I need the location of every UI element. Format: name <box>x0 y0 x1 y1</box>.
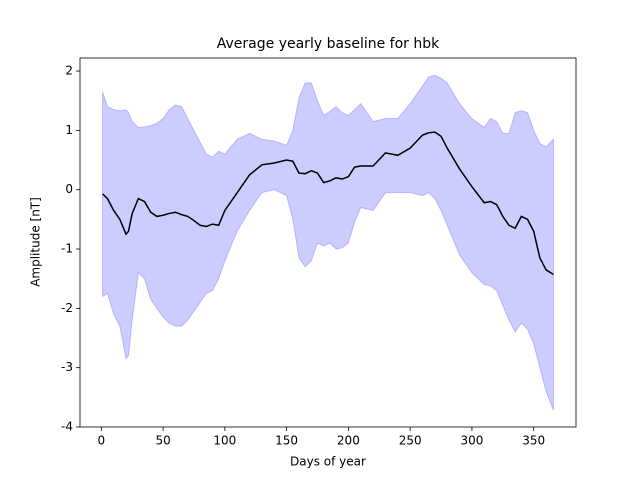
y-tick-label: 1 <box>65 123 73 137</box>
x-tick-label: 100 <box>213 434 236 448</box>
y-tick-label: -1 <box>61 242 73 256</box>
x-tick-label: 350 <box>522 434 545 448</box>
x-tick-label: 200 <box>337 434 360 448</box>
x-tick-label: 150 <box>275 434 298 448</box>
y-tick-label: -3 <box>61 360 73 374</box>
y-tick-label: -4 <box>61 420 73 434</box>
x-tick-label: 300 <box>460 434 483 448</box>
y-tick-label: -2 <box>61 301 73 315</box>
confidence-band <box>102 74 554 411</box>
y-tick-label: 0 <box>65 182 73 196</box>
x-tick-label: 50 <box>155 434 170 448</box>
x-tick-label: 0 <box>97 434 105 448</box>
plot-frame <box>79 57 577 428</box>
mean-line <box>102 131 554 276</box>
chart-title: Average yearly baseline for hbk <box>217 36 440 52</box>
y-axis-label: Amplitude [nT] <box>29 197 43 287</box>
x-axis-label: Days of year <box>290 455 366 469</box>
y-tick-label: 2 <box>65 64 73 78</box>
x-tick-label: 250 <box>399 434 422 448</box>
